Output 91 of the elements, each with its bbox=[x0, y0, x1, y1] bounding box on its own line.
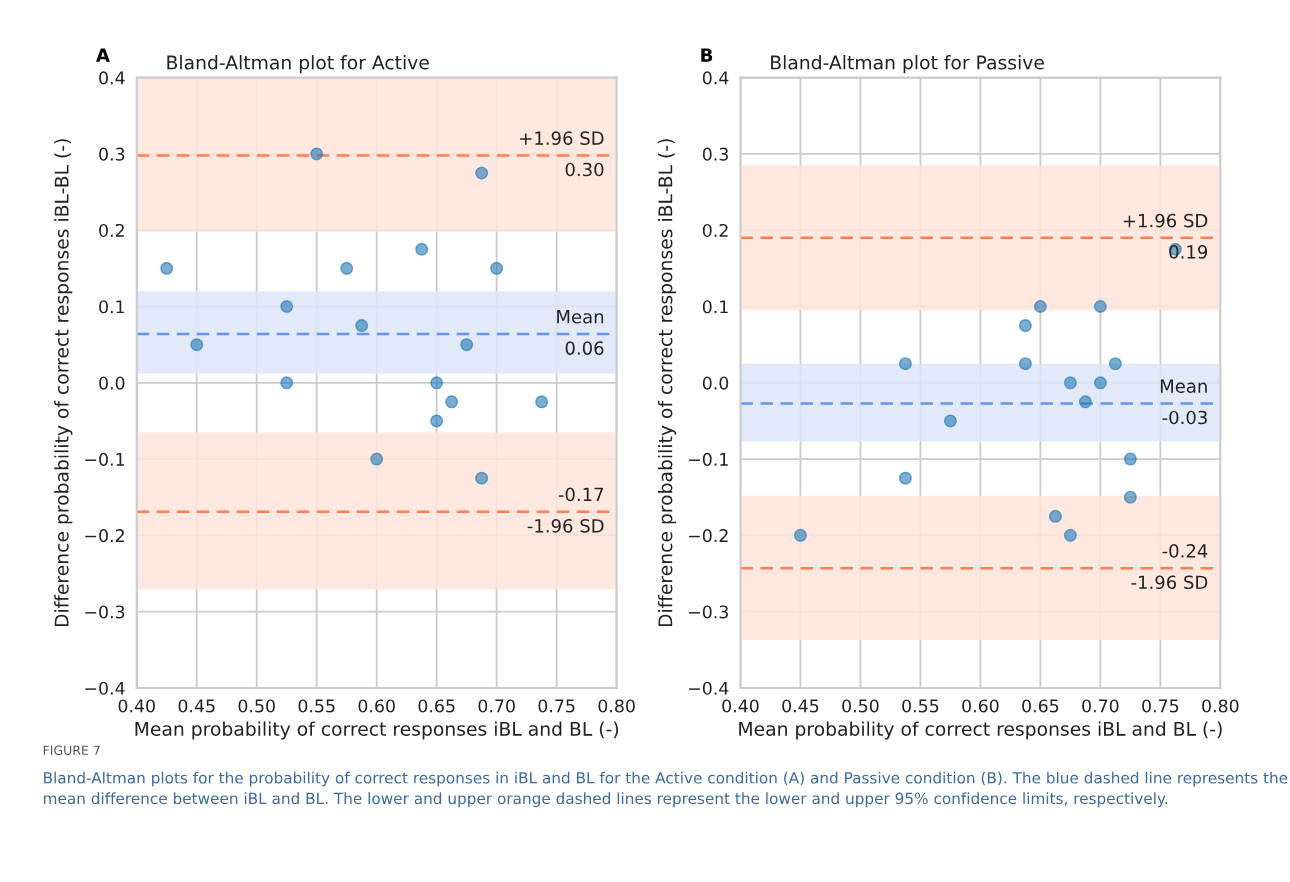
point bbox=[793, 528, 807, 542]
ref-line-label: +1.96 SD bbox=[1123, 213, 1208, 228]
x-tick-label: 0.40 bbox=[722, 699, 759, 713]
annotation: -0.24 bbox=[1162, 544, 1208, 558]
x-tick-label: 0.50 bbox=[842, 699, 879, 713]
point bbox=[355, 319, 369, 333]
y-tick-label: −0.1 bbox=[85, 452, 125, 466]
ref-line-label: -1.96 SD bbox=[527, 518, 604, 533]
point bbox=[475, 166, 489, 180]
y-tick-label: 0.4 bbox=[99, 71, 125, 85]
caption: FIGURE 7 bbox=[43, 745, 100, 755]
x-tick-label: 0.40 bbox=[118, 699, 155, 713]
y-tick-label: 0.1 bbox=[702, 300, 728, 314]
point bbox=[475, 471, 489, 485]
text: A bbox=[96, 48, 110, 62]
ref-line-label: +1.96 SD bbox=[520, 131, 604, 145]
text: B bbox=[701, 48, 713, 62]
y-tick-label: −0.3 bbox=[85, 605, 125, 619]
point bbox=[898, 357, 912, 371]
annotation: 0.19 bbox=[1169, 245, 1208, 259]
ref-line-label: Mean bbox=[1160, 379, 1207, 393]
point bbox=[280, 299, 294, 313]
text: Bland-Altman plots for the probability of correct responses in iBL and BL for the Active condition (A) and Passive condition (B). The blue dashed line represents the mean difference between iBL and BL. The lower and upper orange dashed lines represent the lower and upper 95% confidence limits, respectively. bbox=[43, 771, 1288, 808]
point bbox=[1063, 528, 1077, 542]
annotation: 0.30 bbox=[565, 162, 604, 177]
ref-line-label: Mean bbox=[557, 310, 604, 324]
point bbox=[1048, 509, 1062, 523]
point bbox=[490, 261, 504, 275]
point bbox=[1078, 395, 1092, 409]
point bbox=[280, 376, 294, 390]
x-tick-label: 0.80 bbox=[1202, 699, 1239, 713]
point bbox=[160, 261, 174, 275]
x-tick-label: 0.55 bbox=[298, 699, 335, 713]
annotation: -0.17 bbox=[558, 487, 604, 502]
ref-line-label: -1.96 SD bbox=[1131, 575, 1208, 590]
y-tick-label: 0.3 bbox=[99, 147, 125, 161]
y-tick-label: 0.3 bbox=[702, 147, 728, 161]
annotation: 0.06 bbox=[565, 341, 604, 355]
point bbox=[445, 395, 459, 409]
y-tick-label: −0.2 bbox=[689, 529, 728, 543]
point bbox=[943, 414, 957, 428]
point bbox=[415, 242, 429, 256]
x-tick-label: 0.70 bbox=[478, 699, 515, 713]
chart-title: Bland-Altman plot for Active bbox=[167, 55, 429, 74]
point bbox=[1093, 376, 1107, 390]
point bbox=[430, 414, 444, 428]
x-tick-label: 0.45 bbox=[782, 699, 819, 713]
point bbox=[1018, 357, 1032, 371]
x-axis-title: Mean probability of correct responses iBL and BL (-) bbox=[739, 721, 1222, 740]
x-tick-label: 0.70 bbox=[1082, 699, 1119, 713]
point bbox=[1033, 299, 1047, 313]
point bbox=[1093, 299, 1107, 313]
x-tick-label: 0.60 bbox=[358, 699, 395, 713]
point bbox=[1063, 376, 1077, 390]
x-tick-label: 0.75 bbox=[538, 699, 575, 713]
point bbox=[190, 338, 204, 352]
point bbox=[370, 452, 384, 466]
x-tick-label: 0.60 bbox=[962, 699, 999, 713]
point bbox=[1108, 357, 1122, 371]
y-tick-label: −0.3 bbox=[689, 605, 728, 619]
y-tick-label: −0.4 bbox=[85, 681, 125, 695]
y-tick-label: 0.2 bbox=[99, 223, 124, 238]
annotation: -0.03 bbox=[1162, 410, 1207, 425]
y-tick-label: −0.4 bbox=[689, 681, 729, 695]
x-axis-title: Mean probability of correct responses iBL and BL (-) bbox=[135, 721, 619, 740]
x-tick-label: 0.45 bbox=[178, 699, 215, 713]
point bbox=[1123, 490, 1137, 504]
point bbox=[1123, 452, 1137, 466]
y-tick-label: −0.2 bbox=[85, 529, 124, 543]
y-tick-label: 0.0 bbox=[702, 376, 729, 390]
y-tick-label: 0.1 bbox=[99, 300, 125, 314]
point bbox=[1018, 319, 1032, 333]
x-tick-label: 0.55 bbox=[902, 699, 939, 713]
y-tick-label: 0.2 bbox=[702, 223, 728, 238]
x-tick-label: 0.65 bbox=[418, 699, 455, 713]
point bbox=[430, 376, 444, 390]
x-tick-label: 0.50 bbox=[238, 699, 275, 713]
point bbox=[310, 147, 324, 161]
y-axis-title: Difference probability of correct responses iBL-BL (-) bbox=[54, 139, 73, 627]
point bbox=[340, 261, 354, 275]
point bbox=[898, 471, 912, 485]
point bbox=[460, 338, 474, 352]
x-tick-label: 0.75 bbox=[1142, 699, 1179, 713]
point bbox=[535, 395, 549, 409]
x-tick-label: 0.65 bbox=[1022, 699, 1059, 713]
y-tick-label: 0.4 bbox=[702, 71, 729, 85]
y-tick-label: 0.0 bbox=[99, 376, 125, 390]
chart-title: Bland-Altman plot for Passive bbox=[771, 55, 1044, 74]
x-tick-label: 0.80 bbox=[598, 699, 635, 713]
y-axis-title: Difference probability of correct responses iBL-BL (-) bbox=[657, 139, 677, 627]
y-tick-label: −0.1 bbox=[689, 452, 728, 466]
